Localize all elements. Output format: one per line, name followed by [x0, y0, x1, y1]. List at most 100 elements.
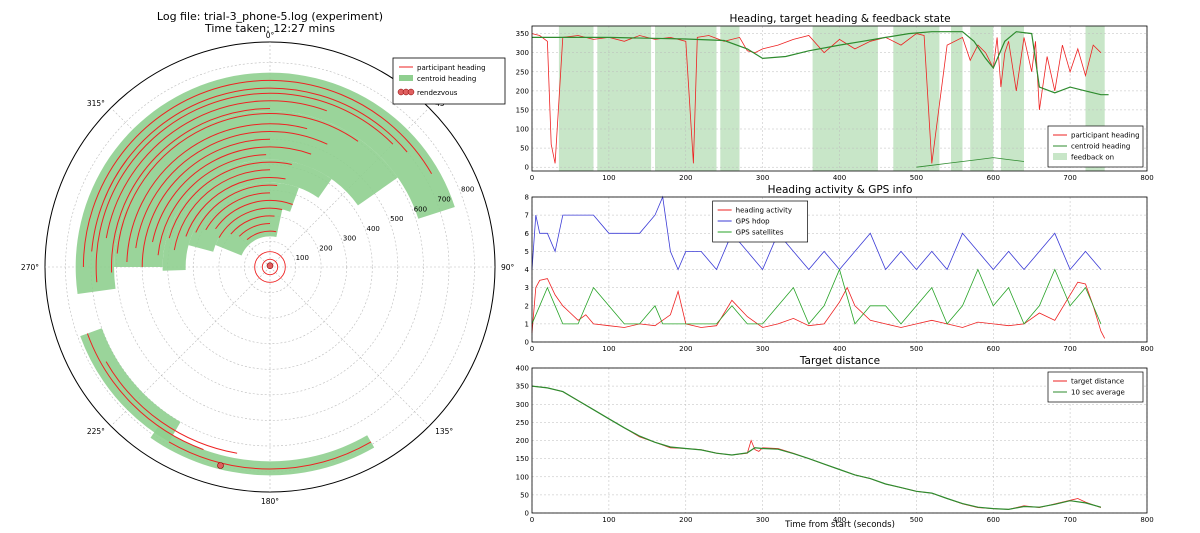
- activity-legend-label-heading-activity: heading activity: [736, 207, 792, 215]
- feedback-on-span-7: [970, 26, 994, 171]
- heading-ytick-50: 50: [520, 145, 529, 153]
- activity-ytick-0: 0: [525, 339, 529, 347]
- activity-ytick-1: 1: [525, 320, 529, 328]
- heading-legend-label-centroid-heading: centroid heading: [1071, 143, 1130, 151]
- activity-ytick-7: 7: [525, 212, 529, 220]
- centroid-band-3: [188, 182, 299, 252]
- heading-panel: Heading, target heading & feedback state…: [516, 13, 1154, 182]
- heading-ring-25: [254, 251, 286, 283]
- heading-arc-20: [246, 230, 277, 240]
- polar-legend: participant heading centroid heading ren…: [392, 57, 506, 105]
- activity-series-gps-satellites: [531, 268, 1102, 325]
- heading-arc-22: [168, 441, 372, 470]
- polar-angle-label-315: 315°: [87, 99, 105, 108]
- heading-arc-17: [218, 207, 283, 238]
- distance-xtick-700: 700: [1063, 516, 1076, 524]
- feedback-on-span-6: [951, 26, 963, 171]
- activity-xtick-500: 500: [910, 345, 923, 353]
- polar-ring-700: [90, 87, 450, 447]
- activity-panel: Heading activity & GPS info 0 100 200 300 40…: [525, 184, 1154, 353]
- legend-participant-label: participant heading: [417, 64, 486, 72]
- distance-xtick-100: 100: [602, 516, 615, 524]
- centroid-band-1: [114, 111, 398, 267]
- heading-arc-21: [86, 333, 204, 451]
- heading-xtick-400: 400: [833, 174, 846, 182]
- activity-ytick-6: 6: [525, 230, 530, 238]
- polar-radial-label-700: 700: [437, 196, 450, 204]
- activity-series-heading-activity: [531, 278, 1106, 339]
- rendezvous-point-0: [266, 262, 274, 270]
- feedback-on-span-1: [597, 26, 652, 171]
- heading-ytick-150: 150: [516, 106, 529, 114]
- polar-radial-label-400: 400: [367, 225, 380, 233]
- distance-ytick-150: 150: [516, 455, 529, 463]
- polar-radial-label-500: 500: [390, 215, 403, 223]
- activity-xtick-400: 400: [833, 345, 846, 353]
- activity-panel-title: Heading activity & GPS info: [768, 184, 913, 196]
- heading-arc-10: [157, 154, 267, 256]
- activity-xtick-100: 100: [602, 345, 615, 353]
- activity-ytick-4: 4: [525, 266, 530, 274]
- polar-angle-label-180: 180°: [261, 497, 279, 506]
- feedback-on-span-3: [720, 26, 740, 171]
- activity-ytick-2: 2: [525, 302, 529, 310]
- heading-ytick-250: 250: [516, 68, 529, 76]
- distance-ytick-350: 350: [516, 383, 529, 391]
- legend-centroid-label: centroid heading: [417, 75, 476, 83]
- distance-xtick-800: 800: [1140, 516, 1153, 524]
- activity-legend-label-gps-satellites: GPS satellites: [736, 229, 784, 237]
- heading-xtick-800: 800: [1140, 174, 1153, 182]
- heading-arc-2: [95, 92, 394, 283]
- rendezvous-point-1: [217, 462, 224, 469]
- polar-title: Log file: trial-3_phone-5.log (experimen…: [157, 10, 383, 23]
- rendezvous-points: [217, 262, 274, 469]
- heading-arc-15: [205, 192, 271, 231]
- legend-rendezvous-label: rendezvous: [417, 89, 458, 97]
- heading-arc-14: [195, 184, 278, 233]
- activity-xtick-800: 800: [1140, 345, 1153, 353]
- distance-ytick-250: 250: [516, 419, 529, 427]
- distance-ytick-300: 300: [516, 401, 529, 409]
- heading-legend-label-participant-heading: participant heading: [1071, 132, 1140, 140]
- feedback-on-span-8: [1000, 26, 1024, 171]
- heading-ytick-100: 100: [516, 126, 529, 134]
- heading-xtick-300: 300: [756, 174, 769, 182]
- centroid-band-2: [162, 159, 332, 271]
- heading-arc-16: [215, 200, 293, 230]
- heading-xtick-100: 100: [602, 174, 615, 182]
- heading-ytick-350: 350: [516, 30, 529, 38]
- heading-arc-8: [141, 138, 271, 268]
- heading-ytick-200: 200: [516, 87, 529, 95]
- distance-panel: Target distance Time from start (seconds…: [516, 355, 1154, 530]
- polar-angle-label-270: 270°: [21, 263, 39, 272]
- distance-legend-box: [1047, 371, 1144, 403]
- activity-ytick-8: 8: [525, 194, 529, 202]
- distance-frame: [531, 367, 1148, 514]
- centroid-band-0: [75, 72, 455, 295]
- heading-xtick-700: 700: [1063, 174, 1076, 182]
- heading-arc-4: [111, 108, 271, 273]
- distance-xtick-400: 400: [833, 516, 846, 524]
- heading-arc-11: [168, 161, 292, 239]
- heading-frame: [531, 25, 1148, 172]
- legend-rendezvous-marker-3: [407, 88, 415, 96]
- distance-ytick-400: 400: [516, 365, 529, 373]
- legend-centroid-swatch: [399, 75, 413, 81]
- polar-spoke-135: [269, 266, 430, 427]
- distance-panel-title: Target distance: [799, 355, 880, 367]
- activity-frame: [531, 196, 1148, 343]
- heading-xtick-0: 0: [530, 174, 534, 182]
- activity-xtick-200: 200: [679, 345, 692, 353]
- heading-arc-1: [91, 87, 408, 252]
- centroid-band-4: [215, 208, 283, 256]
- heading-arc-0: [82, 79, 433, 268]
- heading-xtick-600: 600: [987, 174, 1000, 182]
- heading-arc-6: [126, 123, 308, 263]
- polar-angle-label-225: 225°: [87, 427, 105, 436]
- polar-radial-label-100: 100: [296, 254, 309, 262]
- participant-heading-arcs: [82, 79, 433, 470]
- distance-xtick-600: 600: [987, 516, 1000, 524]
- activity-ytick-3: 3: [525, 284, 529, 292]
- heading-arc-3: [105, 100, 327, 239]
